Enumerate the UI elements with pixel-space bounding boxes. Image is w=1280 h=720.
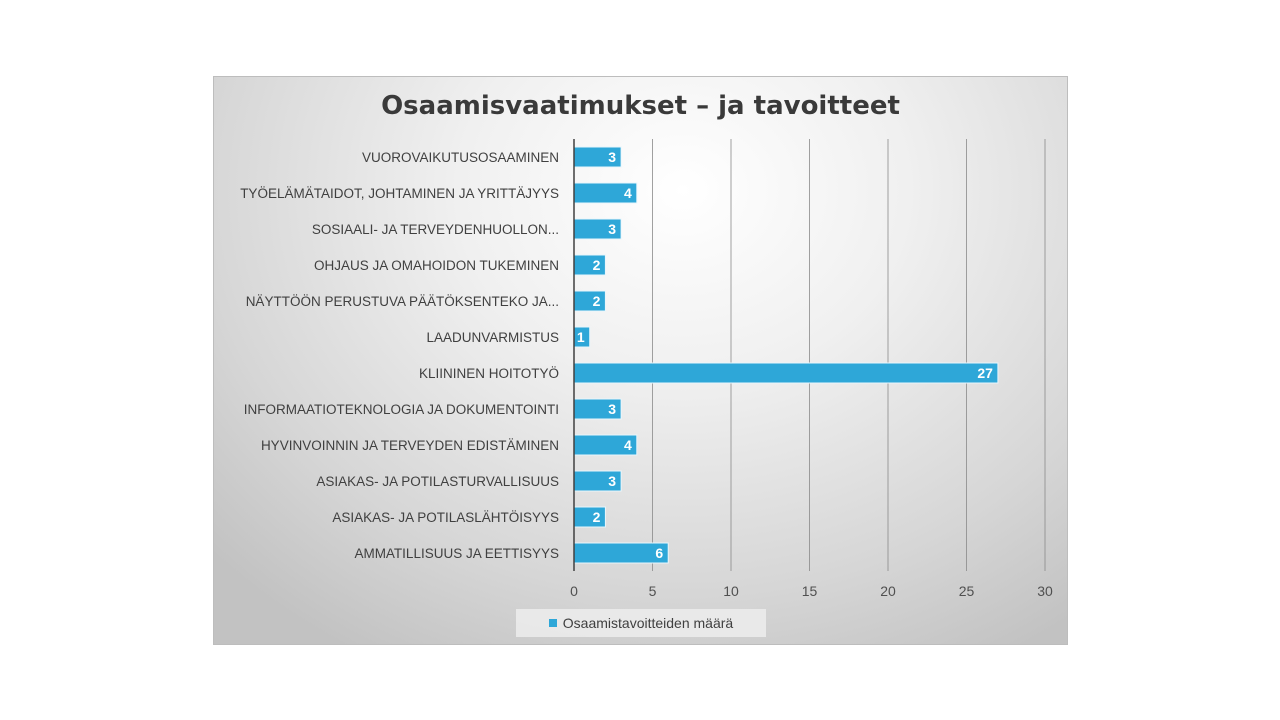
bar [573,290,606,312]
bar-chart: 0 5 10 15 20 25 30 VUOROVAIKUTUSOSAAMINEN 3 TYÖEL… [240,139,1053,599]
category-label: KLIININEN HOITOTYÖ [419,366,559,381]
data-label: 2 [593,293,601,309]
x-tick-label: 0 [570,583,578,599]
bar [573,254,606,276]
category-label: HYVINVOINNIN JA TERVEYDEN EDISTÄMINEN [261,438,559,453]
data-label: 3 [608,221,616,237]
data-label: 3 [608,473,616,489]
x-tick-label: 20 [880,583,896,599]
x-tick-label: 15 [802,583,818,599]
data-label: 3 [608,401,616,417]
data-label: 27 [977,365,993,381]
category-label: SOSIAALI- JA TERVEYDENHUOLLON... [312,222,559,237]
x-tick-label: 25 [959,583,975,599]
data-label: 3 [608,149,616,165]
bar [573,542,669,564]
category-label: TYÖELÄMÄTAIDOT, JOHTAMINEN JA YRITTÄJYYS [240,186,559,201]
bar [573,506,606,528]
legend: Osaamistavoitteiden määrä [516,609,766,637]
category-label: NÄYTTÖÖN PERUSTUVA PÄÄTÖKSENTEKO JA... [246,294,559,309]
data-label: 1 [577,329,585,345]
category-label: OHJAUS JA OMAHOIDON TUKEMINEN [314,258,559,273]
category-label: AMMATILLISUUS JA EETTISYYS [354,546,559,561]
data-label: 6 [655,545,663,561]
category-label: INFORMAATIOTEKNOLOGIA JA DOKUMENTOINTI [244,402,559,417]
chart-title: Osaamisvaatimukset – ja tavoitteet [381,91,900,121]
category-label: LAADUNVARMISTUS [426,330,559,345]
bar [573,362,999,384]
legend-swatch [548,619,557,627]
chart-area: Osaamisvaatimukset – ja tavoitteet 0 5 10 1… [213,76,1068,645]
category-label: ASIAKAS- JA POTILASLÄHTÖISYYS [332,510,559,525]
x-tick-label: 5 [649,583,657,599]
x-tick-label: 30 [1037,583,1053,599]
category-label: ASIAKAS- JA POTILASTURVALLISUUS [316,474,559,489]
data-label: 2 [593,257,601,273]
data-label: 2 [593,509,601,525]
category-label: VUOROVAIKUTUSOSAAMINEN [362,150,559,165]
data-label: 4 [624,437,632,453]
legend-label: Osaamistavoitteiden määrä [562,615,734,631]
data-label: 4 [624,185,632,201]
x-tick-label: 10 [723,583,739,599]
